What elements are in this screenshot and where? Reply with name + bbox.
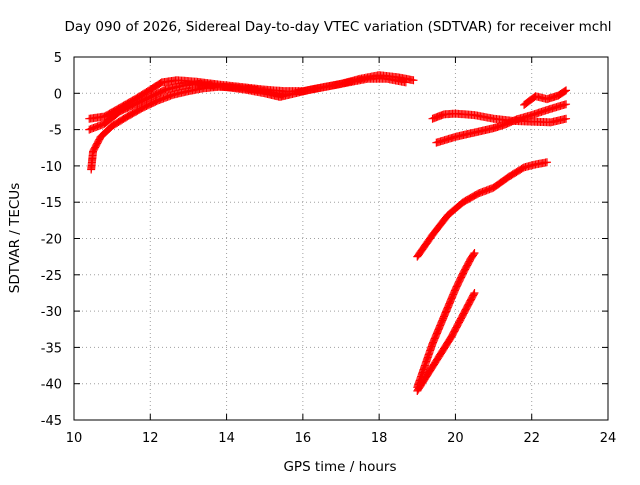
x-tick-label: 14 (218, 431, 235, 446)
x-tick-label: 20 (447, 431, 464, 446)
data-series-7 (413, 158, 551, 261)
y-tick-label: -35 (41, 341, 62, 356)
x-tick-label: 22 (523, 431, 540, 446)
data-point (470, 249, 479, 258)
data-point (279, 90, 288, 99)
data-point (542, 158, 551, 167)
chart-title: Day 090 of 2026, Sidereal Day-to-day VTE… (64, 19, 611, 35)
y-tick-label: -45 (41, 414, 62, 429)
y-tick-label: -30 (41, 305, 62, 320)
data-point (562, 100, 571, 109)
y-tick-label: 5 (54, 51, 62, 66)
y-tick-label: -25 (41, 269, 62, 284)
x-tick-label: 10 (66, 431, 83, 446)
data-point (409, 76, 418, 85)
y-tick-label: 0 (54, 87, 62, 102)
x-tick-label: 24 (600, 431, 617, 446)
data-point (562, 86, 571, 95)
data-series-3 (87, 82, 288, 174)
y-tick-label: -20 (41, 233, 62, 248)
data-series-2 (85, 74, 410, 134)
data-series-9 (413, 288, 479, 395)
y-tick-label: -10 (41, 160, 62, 175)
y-tick-label: -15 (41, 196, 62, 211)
data-point (562, 114, 571, 123)
x-tick-label: 12 (142, 431, 159, 446)
y-axis-title: SDTVAR / TECUs (7, 183, 23, 293)
x-tick-label: 16 (295, 431, 312, 446)
data-point (469, 250, 478, 259)
data-point (469, 290, 478, 299)
x-axis-title: GPS time / hours (283, 459, 396, 475)
data-point (470, 288, 479, 297)
data-series-6 (520, 86, 571, 109)
data-series-5 (432, 100, 571, 147)
data-point (560, 87, 569, 96)
data-point (401, 78, 410, 87)
y-tick-label: -40 (41, 378, 62, 393)
x-tick-label: 18 (371, 431, 388, 446)
y-tick-label: -5 (49, 124, 62, 139)
data-series-8 (413, 249, 479, 392)
